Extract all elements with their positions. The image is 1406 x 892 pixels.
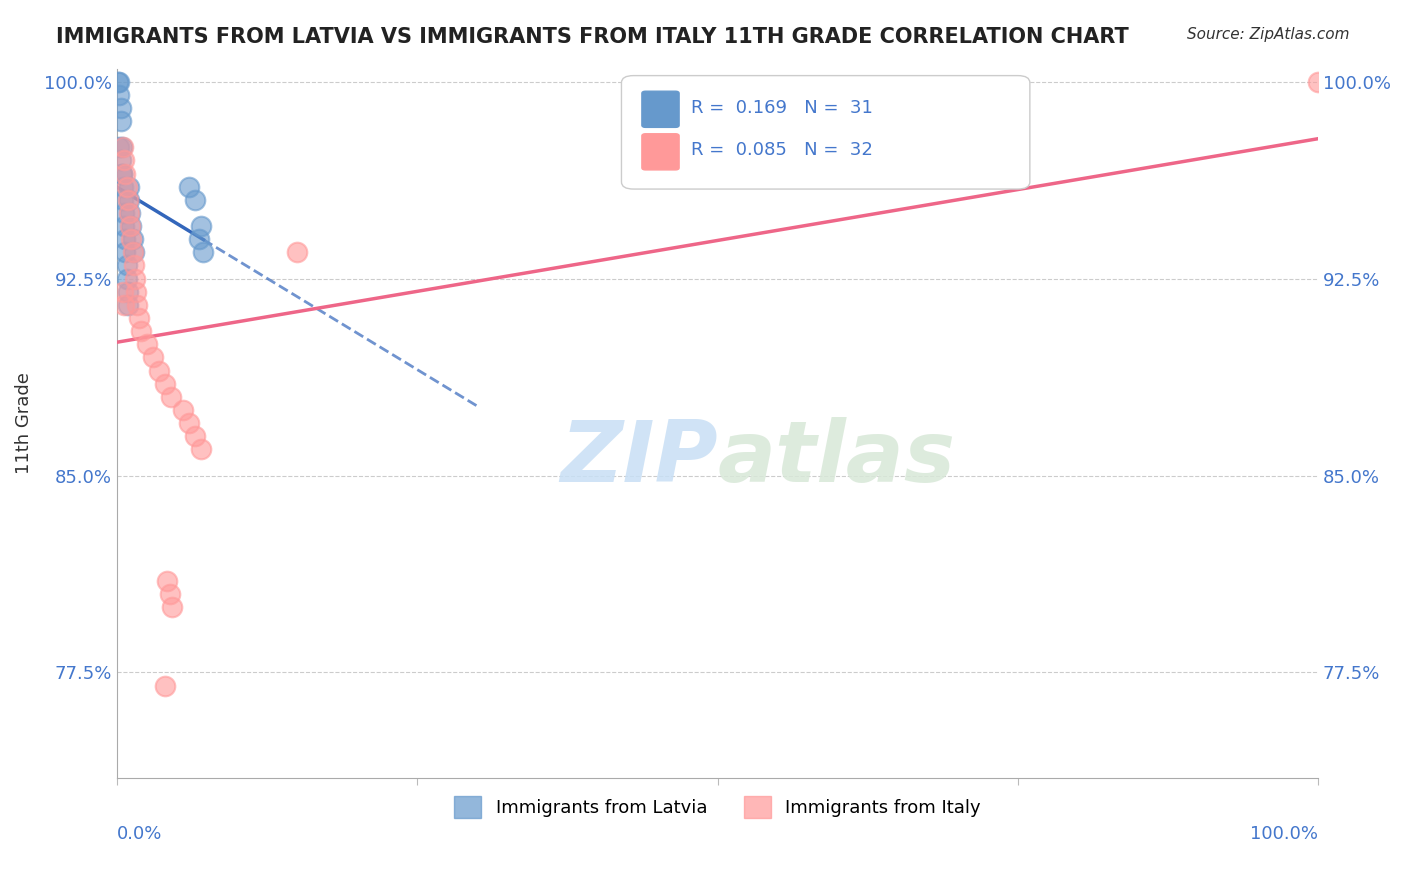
Text: Source: ZipAtlas.com: Source: ZipAtlas.com <box>1187 27 1350 42</box>
Point <box>112 206 135 220</box>
Text: ZIP: ZIP <box>560 417 717 500</box>
Point <box>120 232 142 246</box>
Point <box>117 193 139 207</box>
Point <box>136 337 159 351</box>
Point <box>112 219 135 233</box>
Point <box>110 153 132 168</box>
FancyBboxPatch shape <box>643 91 679 128</box>
Point <box>115 179 138 194</box>
Point <box>111 167 134 181</box>
Text: R =  0.169   N =  31: R = 0.169 N = 31 <box>692 98 873 117</box>
Point <box>115 271 138 285</box>
Point <box>112 153 135 168</box>
Point <box>108 140 131 154</box>
Point <box>114 167 136 181</box>
Point <box>129 324 152 338</box>
Point <box>127 298 149 312</box>
Point <box>121 245 143 260</box>
Point <box>120 206 142 220</box>
FancyBboxPatch shape <box>621 76 1029 189</box>
Text: R =  0.085   N =  32: R = 0.085 N = 32 <box>692 141 873 159</box>
Point <box>148 363 170 377</box>
Point <box>121 232 143 246</box>
Point <box>172 403 194 417</box>
Point <box>107 75 129 89</box>
Point <box>117 298 139 312</box>
Point <box>177 179 200 194</box>
Point <box>110 114 132 128</box>
Point <box>118 179 141 194</box>
Point <box>142 351 165 365</box>
Text: 100.0%: 100.0% <box>1250 825 1319 843</box>
Point <box>128 310 150 325</box>
Point <box>111 179 134 194</box>
Point <box>190 219 212 233</box>
Y-axis label: 11th Grade: 11th Grade <box>15 372 32 474</box>
Point <box>112 298 135 312</box>
Point <box>111 193 134 207</box>
Point <box>120 219 142 233</box>
Point <box>108 75 131 89</box>
Point <box>114 232 136 246</box>
Point <box>153 679 176 693</box>
Point <box>111 140 134 154</box>
Point <box>117 285 139 299</box>
Point <box>125 285 148 299</box>
Legend: Immigrants from Latvia, Immigrants from Italy: Immigrants from Latvia, Immigrants from … <box>447 789 988 825</box>
Point <box>184 193 207 207</box>
Point <box>159 587 181 601</box>
Point <box>285 245 308 260</box>
Point <box>122 245 145 260</box>
Point <box>118 206 141 220</box>
Point <box>110 101 132 115</box>
Point <box>160 390 183 404</box>
Point <box>156 574 179 588</box>
Text: atlas: atlas <box>717 417 956 500</box>
Point <box>177 416 200 430</box>
Point <box>111 285 134 299</box>
Point <box>115 259 138 273</box>
Point <box>120 219 142 233</box>
Point <box>187 232 209 246</box>
Point <box>122 259 145 273</box>
Point <box>184 429 207 443</box>
Point <box>124 271 146 285</box>
Point <box>153 376 176 391</box>
Point <box>111 167 134 181</box>
Point <box>190 442 212 457</box>
Text: 0.0%: 0.0% <box>117 825 162 843</box>
Text: IMMIGRANTS FROM LATVIA VS IMMIGRANTS FROM ITALY 11TH GRADE CORRELATION CHART: IMMIGRANTS FROM LATVIA VS IMMIGRANTS FRO… <box>56 27 1129 46</box>
Point <box>193 245 215 260</box>
Point <box>111 140 134 154</box>
Point <box>108 87 131 102</box>
Point <box>114 245 136 260</box>
Point <box>118 193 141 207</box>
Point <box>160 599 183 614</box>
Point <box>1308 75 1330 89</box>
FancyBboxPatch shape <box>643 134 679 169</box>
